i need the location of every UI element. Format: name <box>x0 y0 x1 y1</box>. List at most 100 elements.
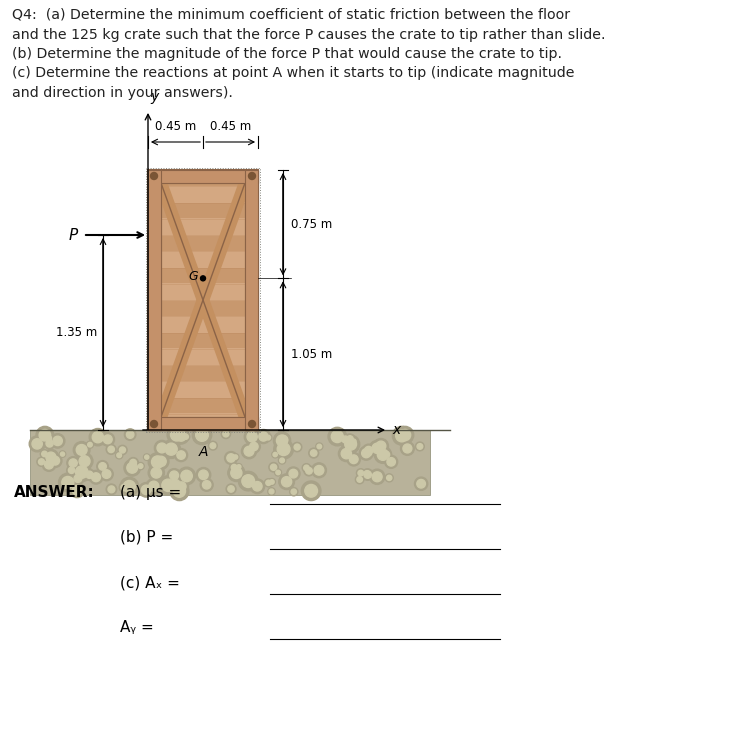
Circle shape <box>116 451 122 459</box>
Bar <box>153 235 253 251</box>
Circle shape <box>196 428 209 441</box>
Text: (a) μs =: (a) μs = <box>120 485 181 500</box>
Circle shape <box>130 460 137 466</box>
Circle shape <box>128 457 138 468</box>
Circle shape <box>73 485 82 495</box>
Circle shape <box>51 434 65 448</box>
Circle shape <box>250 479 265 494</box>
Circle shape <box>230 462 239 472</box>
Circle shape <box>305 468 312 474</box>
Circle shape <box>46 440 53 447</box>
Circle shape <box>403 444 412 453</box>
Circle shape <box>377 449 389 460</box>
Circle shape <box>181 470 192 482</box>
Circle shape <box>32 439 42 449</box>
Circle shape <box>305 485 318 497</box>
Circle shape <box>374 446 392 463</box>
Circle shape <box>178 467 195 485</box>
Bar <box>153 186 253 202</box>
Circle shape <box>396 426 414 444</box>
Circle shape <box>167 425 187 445</box>
Circle shape <box>45 435 51 442</box>
Circle shape <box>148 453 167 471</box>
Circle shape <box>137 462 144 470</box>
Circle shape <box>351 438 357 444</box>
Circle shape <box>265 479 273 487</box>
Circle shape <box>89 428 107 445</box>
Circle shape <box>104 435 112 444</box>
Text: 0.75 m: 0.75 m <box>291 218 332 231</box>
Circle shape <box>44 438 55 449</box>
Circle shape <box>232 454 239 460</box>
Circle shape <box>249 420 256 428</box>
Circle shape <box>359 446 373 460</box>
Circle shape <box>277 435 287 446</box>
Circle shape <box>372 472 382 482</box>
Circle shape <box>44 434 53 443</box>
Circle shape <box>182 433 190 441</box>
Circle shape <box>274 469 281 476</box>
Circle shape <box>150 420 157 428</box>
Circle shape <box>342 435 360 454</box>
Circle shape <box>72 473 84 485</box>
Circle shape <box>294 444 300 450</box>
Circle shape <box>156 457 166 466</box>
Circle shape <box>308 448 318 458</box>
Bar <box>148 417 258 430</box>
Text: Aᵧ =: Aᵧ = <box>120 620 153 635</box>
Text: ANSWER:: ANSWER: <box>14 485 94 500</box>
Bar <box>148 170 161 430</box>
Bar <box>153 284 253 300</box>
Circle shape <box>277 434 290 446</box>
Circle shape <box>68 467 75 474</box>
Circle shape <box>244 429 260 445</box>
Circle shape <box>259 432 268 441</box>
Bar <box>153 398 253 413</box>
Circle shape <box>39 459 45 465</box>
Circle shape <box>274 432 290 449</box>
Bar <box>148 170 258 430</box>
Circle shape <box>392 426 411 445</box>
Circle shape <box>228 485 234 492</box>
Circle shape <box>88 443 92 447</box>
Circle shape <box>293 443 302 451</box>
Circle shape <box>40 450 48 458</box>
Circle shape <box>42 451 47 457</box>
Circle shape <box>200 276 206 281</box>
Circle shape <box>141 485 150 494</box>
Text: Q4:  (a) Determine the minimum coefficient of static friction between the floor
: Q4: (a) Determine the minimum coefficien… <box>12 8 606 100</box>
Circle shape <box>249 443 258 451</box>
Text: 1.35 m: 1.35 m <box>56 326 97 339</box>
Circle shape <box>417 443 423 449</box>
Circle shape <box>363 469 371 477</box>
Circle shape <box>339 445 355 462</box>
Circle shape <box>144 454 150 460</box>
Circle shape <box>271 464 277 471</box>
Circle shape <box>117 453 122 457</box>
Circle shape <box>290 488 298 496</box>
Circle shape <box>314 465 324 475</box>
Circle shape <box>123 480 135 493</box>
Bar <box>245 170 258 430</box>
Circle shape <box>383 451 389 458</box>
Bar <box>148 170 258 183</box>
Circle shape <box>361 448 370 458</box>
Circle shape <box>51 457 60 465</box>
Circle shape <box>108 486 115 493</box>
Circle shape <box>118 445 127 454</box>
Bar <box>153 203 253 218</box>
Bar <box>148 170 258 183</box>
Circle shape <box>302 464 311 472</box>
Circle shape <box>124 460 141 476</box>
Circle shape <box>222 429 231 439</box>
Circle shape <box>401 442 414 455</box>
Bar <box>153 268 253 283</box>
Bar <box>153 333 253 349</box>
Circle shape <box>139 482 153 497</box>
Circle shape <box>364 446 373 454</box>
Circle shape <box>102 470 111 478</box>
Circle shape <box>376 441 386 451</box>
Circle shape <box>274 440 293 459</box>
Circle shape <box>265 434 272 441</box>
Circle shape <box>154 440 169 456</box>
